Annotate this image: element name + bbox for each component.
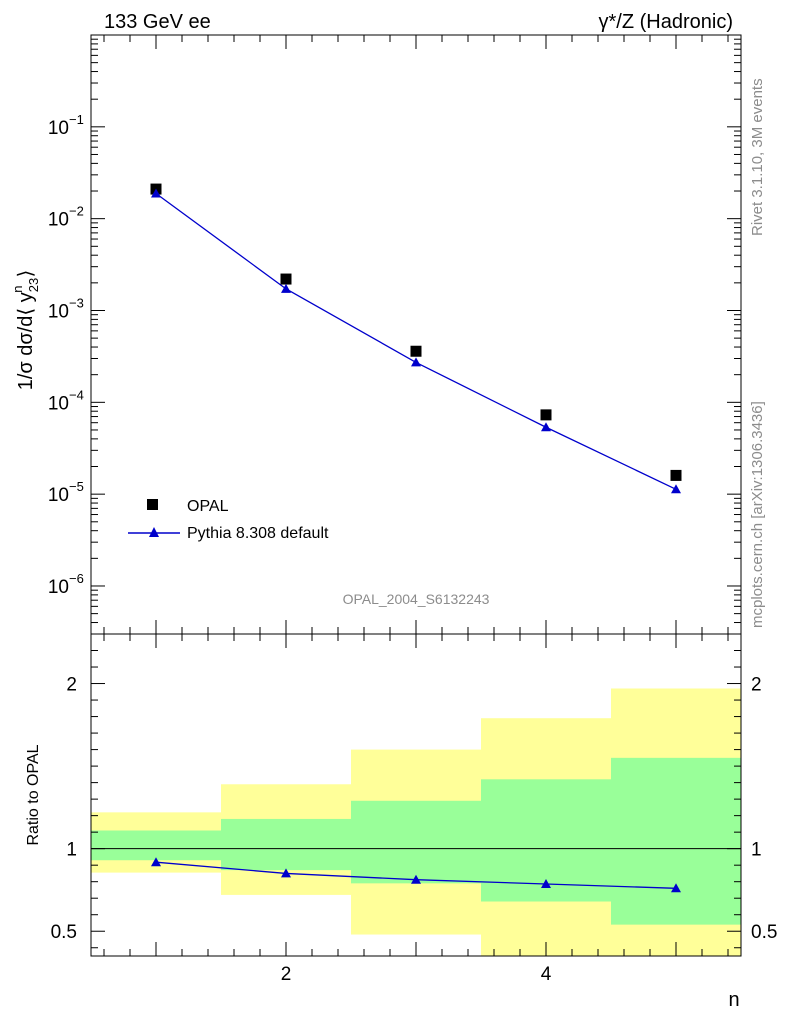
opal-data-point — [410, 345, 422, 357]
ratio-pythia-point — [541, 879, 551, 889]
pythia-point — [541, 422, 551, 432]
ratio-y-tick-label-right: 0.5 — [751, 922, 777, 943]
main-y-axis-label: 1/σ dσ/d⟨ y23n⟩ — [10, 270, 41, 391]
analysis-label: OPAL_2004_S6132243 — [343, 591, 490, 607]
y-tick-label-exponent: −4 — [69, 387, 84, 402]
ratio-pythia-point — [281, 868, 291, 878]
ratio-pythia-point — [411, 874, 421, 884]
ratio-panel: 2 4 0.5 0.5 1 1 2 2 — [51, 633, 777, 985]
ratio-pythia-point — [671, 883, 681, 893]
legend-pythia-marker — [149, 527, 159, 537]
stat-uncertainty-band — [91, 830, 221, 861]
pythia-point — [151, 188, 161, 198]
y-tick-label: 10 — [48, 301, 69, 322]
legend-opal-label: OPAL — [187, 498, 229, 515]
y-tick-label: 10 — [48, 577, 69, 598]
opal-data-point — [540, 409, 552, 421]
pythia-line — [155, 192, 677, 490]
legend-pythia-label: Pythia 8.308 default — [187, 525, 329, 542]
ratio-y-tick-label: 2 — [66, 675, 77, 696]
y-tick-label: 10 — [48, 118, 69, 139]
y-tick-label: 10 — [48, 210, 69, 231]
main-panel: 10−610−510−410−310−210−1 — [48, 34, 742, 635]
header-right-label: γ*/Z (Hadronic) — [599, 11, 733, 33]
legend-opal-marker — [147, 499, 158, 510]
ratio-pythia-point — [151, 857, 161, 867]
main-frame — [90, 34, 742, 635]
ratio-y-tick-label: 1 — [66, 840, 77, 861]
opal-data-point — [280, 273, 292, 285]
y-tick-label-exponent: −1 — [69, 112, 84, 127]
stat-uncertainty-band — [221, 818, 351, 871]
stat-uncertainty-band — [611, 757, 741, 925]
y-tick-label-exponent: −5 — [69, 479, 84, 494]
y-tick-label: 10 — [48, 393, 69, 414]
svg-text:1/σ dσ/d⟨ y23n⟩: 1/σ dσ/d⟨ y23n⟩ — [10, 270, 41, 391]
y-tick-label-exponent: −2 — [69, 204, 84, 219]
legend: OPAL Pythia 8.308 default — [128, 498, 329, 542]
ratio-y-axis-label: Ratio to OPAL — [25, 744, 42, 845]
y-tick-label: 10 — [48, 485, 69, 506]
rivet-label: Rivet 3.1.10, 3M events — [749, 78, 766, 236]
ratio-y-tick-label-right: 2 — [751, 675, 762, 696]
ratio-y-tick-label: 0.5 — [51, 922, 77, 943]
pythia-point — [411, 357, 421, 367]
header-left-label: 133 GeV ee — [104, 11, 211, 33]
y-tick-label-exponent: −3 — [69, 295, 84, 310]
x-axis-label: n — [728, 989, 739, 1011]
x-tick-label: 2 — [281, 964, 292, 985]
pythia-point — [281, 283, 291, 293]
mcplots-label: mcplots.cern.ch [arXiv:1306.3436] — [749, 401, 766, 628]
opal-data-point — [670, 469, 682, 481]
x-tick-label: 4 — [541, 964, 552, 985]
stat-uncertainty-band — [351, 800, 481, 884]
pythia-point — [671, 484, 681, 494]
y-tick-label-exponent: −6 — [69, 571, 84, 586]
ratio-y-tick-label-right: 1 — [751, 840, 762, 861]
